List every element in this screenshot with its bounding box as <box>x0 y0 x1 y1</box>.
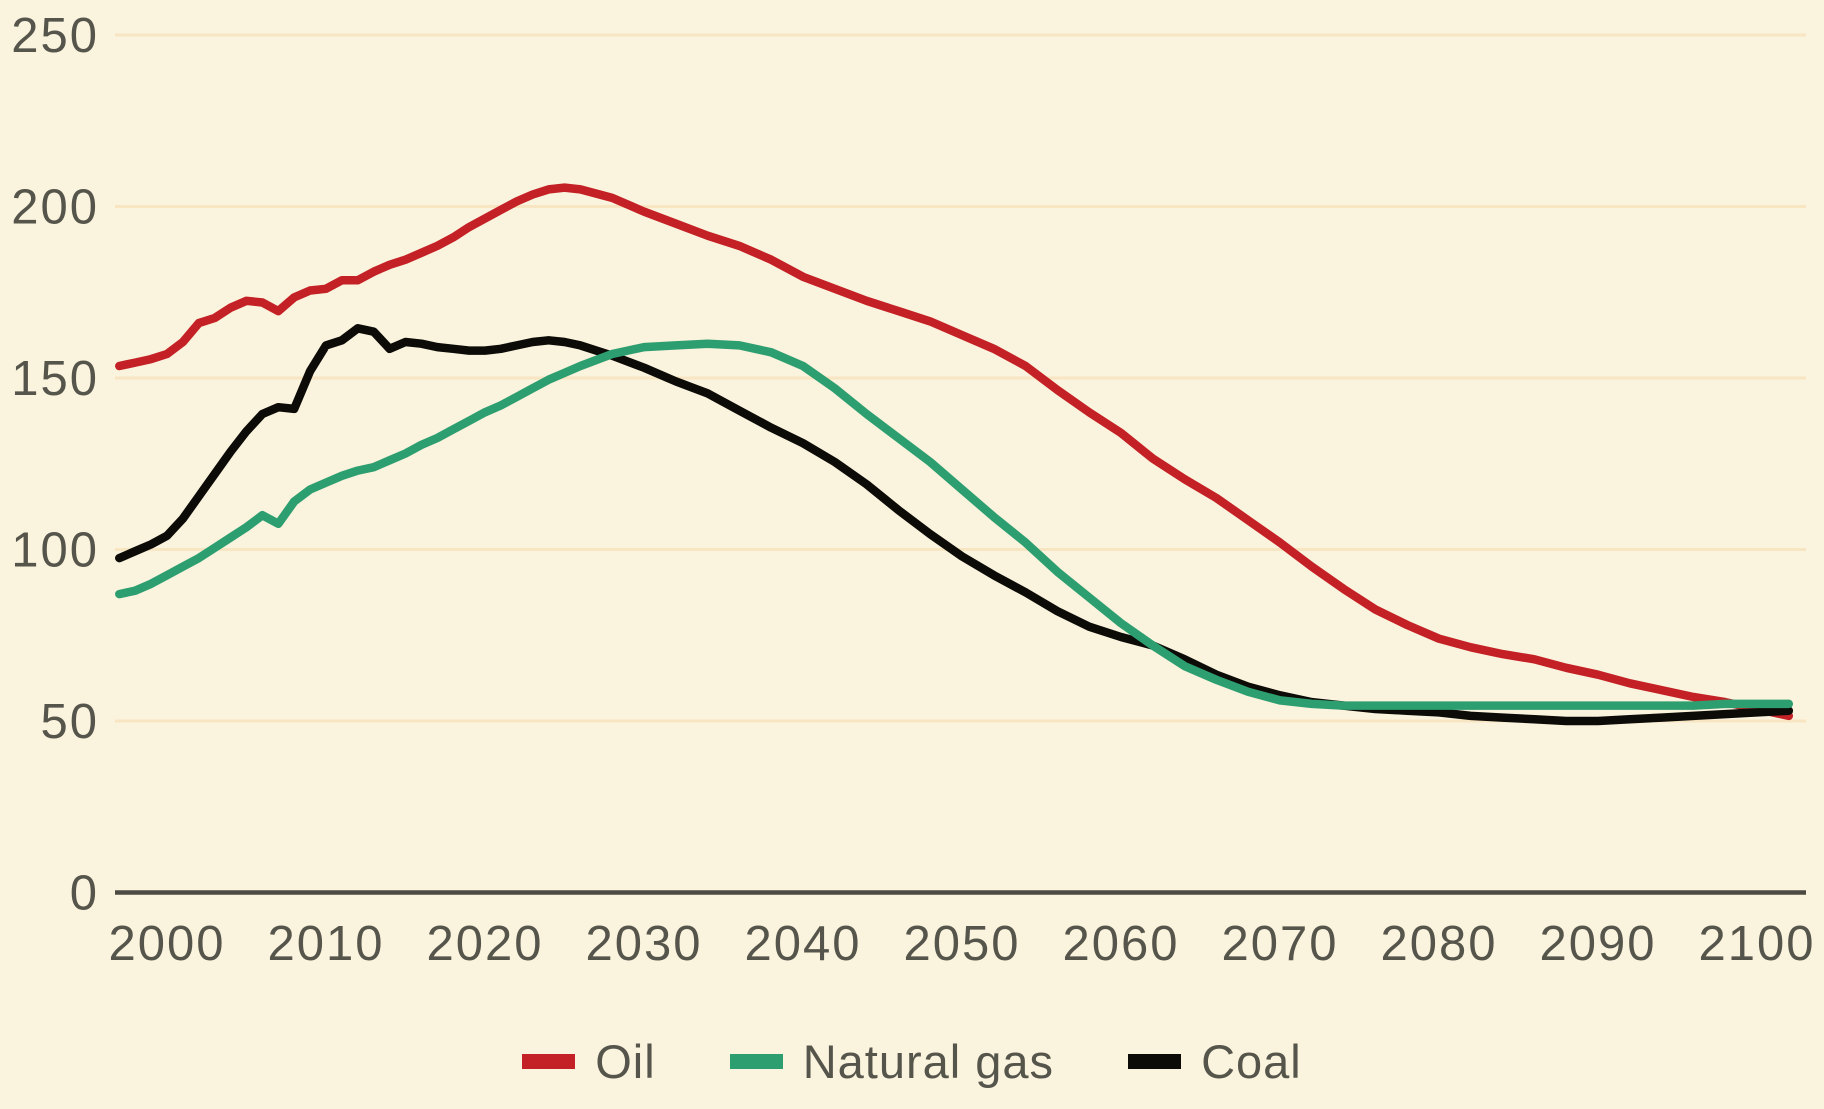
x-tick-label-2080: 2080 <box>1380 917 1497 971</box>
legend-item-oil: Oil <box>522 1038 655 1085</box>
legend-label-coal: Coal <box>1201 1035 1302 1088</box>
legend: Oil Natural gas Coal <box>0 1038 1824 1085</box>
x-tick-label-2000: 2000 <box>108 917 225 971</box>
x-tick-label-2090: 2090 <box>1539 917 1656 971</box>
x-tick-label-2040: 2040 <box>744 917 861 971</box>
natural-gas-swatch-icon <box>729 1054 783 1069</box>
x-tick-label-2050: 2050 <box>903 917 1020 971</box>
oil-line <box>115 183 1794 721</box>
x-tick-label-2030: 2030 <box>585 917 702 971</box>
legend-item-coal: Coal <box>1128 1038 1302 1085</box>
oil-swatch-icon <box>522 1054 576 1069</box>
x-tick-label-2100: 2100 <box>1698 917 1815 971</box>
legend-label-natural-gas: Natural gas <box>802 1035 1055 1088</box>
x-tick-label-2060: 2060 <box>1062 917 1179 971</box>
coal-swatch-icon <box>1128 1054 1182 1069</box>
y-tick-label-50: 50 <box>40 695 99 749</box>
x-tick-label-2010: 2010 <box>267 917 384 971</box>
x-tick-label-2020: 2020 <box>426 917 543 971</box>
legend-label-oil: Oil <box>595 1035 656 1088</box>
x-tick-label-2070: 2070 <box>1221 917 1338 971</box>
y-tick-label-100: 100 <box>11 524 99 578</box>
y-tick-label-200: 200 <box>11 181 99 235</box>
natural-gas-line <box>115 339 1794 710</box>
y-tick-label-150: 150 <box>11 352 99 406</box>
legend-item-natural-gas: Natural gas <box>729 1035 1055 1088</box>
y-tick-label-0: 0 <box>70 867 99 921</box>
coal-line <box>115 324 1794 726</box>
y-tick-label-250: 250 <box>11 9 99 63</box>
